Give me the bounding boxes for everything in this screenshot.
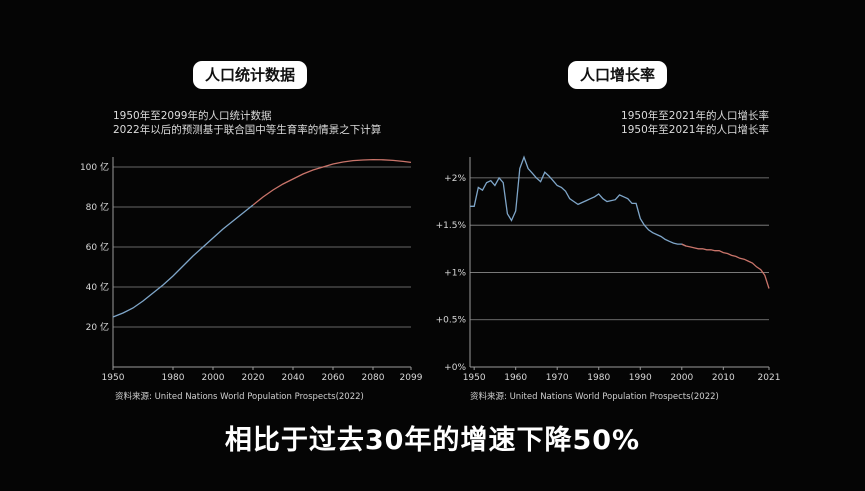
growth-chart: +0% +0.5% +1% +1.5% +2% 1950 1960 1970 1980 1990 2… xyxy=(436,155,781,383)
population-series-line-recent xyxy=(252,158,412,206)
growth-x-tick-label: 1980 xyxy=(587,373,610,383)
growth-subtitle-line-1: 1950年至2021年的人口增长率 xyxy=(621,110,769,122)
population-y-tick-label: 100 亿 xyxy=(80,161,109,173)
growth-x-tick-label: 2010 xyxy=(712,373,735,383)
population-x-tick-label: 1980 xyxy=(162,373,185,383)
growth-x-tick-label: 1960 xyxy=(504,373,527,383)
population-subtitle-line-1: 1950年至2099年的人口统计数据 xyxy=(113,110,272,122)
population-y-tick-label: 20 亿 xyxy=(86,321,109,333)
growth-y-tick-label: +0% xyxy=(444,363,466,373)
population-y-tick-label: 40 亿 xyxy=(86,281,109,293)
population-x-tick-label: 2020 xyxy=(242,373,265,383)
population-x-tick-label: 2000 xyxy=(202,373,225,383)
growth-source: 资料来源: United Nations World Population Pr… xyxy=(470,392,719,402)
growth-y-tick-label: +2% xyxy=(444,174,466,184)
population-x-tick-label: 2080 xyxy=(362,373,385,383)
population-x-tick-label: 1950 xyxy=(102,373,125,383)
caption: 相比于过去30年的增速下降50% xyxy=(224,425,641,456)
growth-series-line-recent xyxy=(681,243,770,289)
chart-title-growth-rate: 人口增长率 xyxy=(568,61,668,89)
population-subtitle: 1950年至2099年的人口统计数据 2022年以后的预测基于联合国中等生育率的… xyxy=(113,109,381,137)
population-subtitle-line-2: 2022年以后的预测基于联合国中等生育率的情景之下计算 xyxy=(113,124,382,136)
population-series-line-historical xyxy=(112,204,254,318)
growth-subtitle: 1950年至2021年的人口增长率 1950年至2021年的人口增长率 xyxy=(621,109,769,137)
growth-x-tick-label: 1990 xyxy=(629,373,652,383)
growth-x-tick-label: 1950 xyxy=(463,373,486,383)
population-y-tick-label: 80 亿 xyxy=(86,201,109,213)
growth-y-tick-label: +1.5% xyxy=(436,221,467,231)
population-x-tick-label: 2040 xyxy=(282,373,305,383)
population-x-tick-label: 2099 xyxy=(400,373,423,383)
growth-x-tick-label: 1970 xyxy=(546,373,569,383)
growth-x-tick-label: 2000 xyxy=(670,373,693,383)
population-chart: 20 亿 40 亿 60 亿 80 亿 100 亿 1950 1980 2000 2020 204… xyxy=(80,157,423,383)
growth-series-line-historical xyxy=(470,155,687,247)
growth-x-tick-label: 2021 xyxy=(758,373,781,383)
growth-y-tick-label: +1% xyxy=(444,268,466,278)
chart-title-population: 人口统计数据 xyxy=(193,61,308,89)
growth-subtitle-line-2: 1950年至2021年的人口增长率 xyxy=(621,124,769,136)
growth-y-tick-label: +0.5% xyxy=(436,316,467,326)
population-y-tick-label: 60 亿 xyxy=(86,241,109,253)
population-x-tick-label: 2060 xyxy=(322,373,345,383)
population-source: 资料来源: United Nations World Population Pr… xyxy=(115,392,364,402)
